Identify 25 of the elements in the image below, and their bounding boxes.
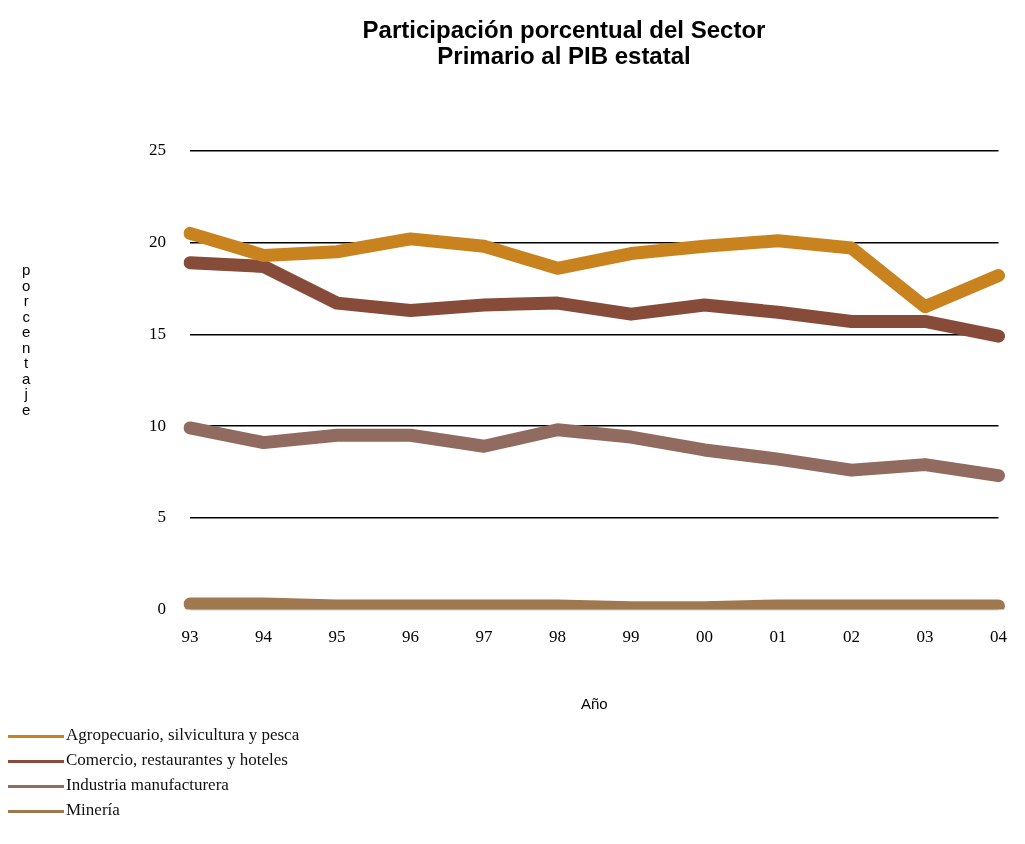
x-tick-label: 93 [181,627,199,647]
x-axis-title: Año [580,695,608,713]
x-tick-label: 03 [916,627,934,647]
chart-title: Participación porcentual del Sector Primario al PIB estatal [362,15,766,70]
x-tick-label: 99 [622,627,640,647]
legend-label: Industria manufacturera [66,775,229,794]
y-tick-label: 25 [149,140,166,160]
x-tick-label: 01 [769,627,787,647]
x-tick-label: 94 [255,627,273,647]
legend-label: Comercio, restaurantes y hoteles [66,750,288,769]
y-tick-label: 10 [149,415,166,435]
y-tick-label: 15 [149,323,166,343]
x-tick-label: 04 [990,627,1008,647]
legend-label: Minería [66,800,120,819]
x-tick-label: 97 [475,627,493,647]
y-tick-label: 5 [157,507,166,527]
x-tick-label: 00 [696,627,713,647]
x-tick-label: 95 [328,627,346,647]
y-tick-label: 20 [149,232,166,252]
text: porcentaje [22,261,31,418]
x-tick-label: 96 [402,627,419,647]
y-tick-label: 0 [157,599,166,619]
x-tick-label: 02 [843,627,860,647]
x-tick-label: 98 [549,627,566,647]
legend-label: Agropecuario, silvicultura y pesca [66,725,300,744]
